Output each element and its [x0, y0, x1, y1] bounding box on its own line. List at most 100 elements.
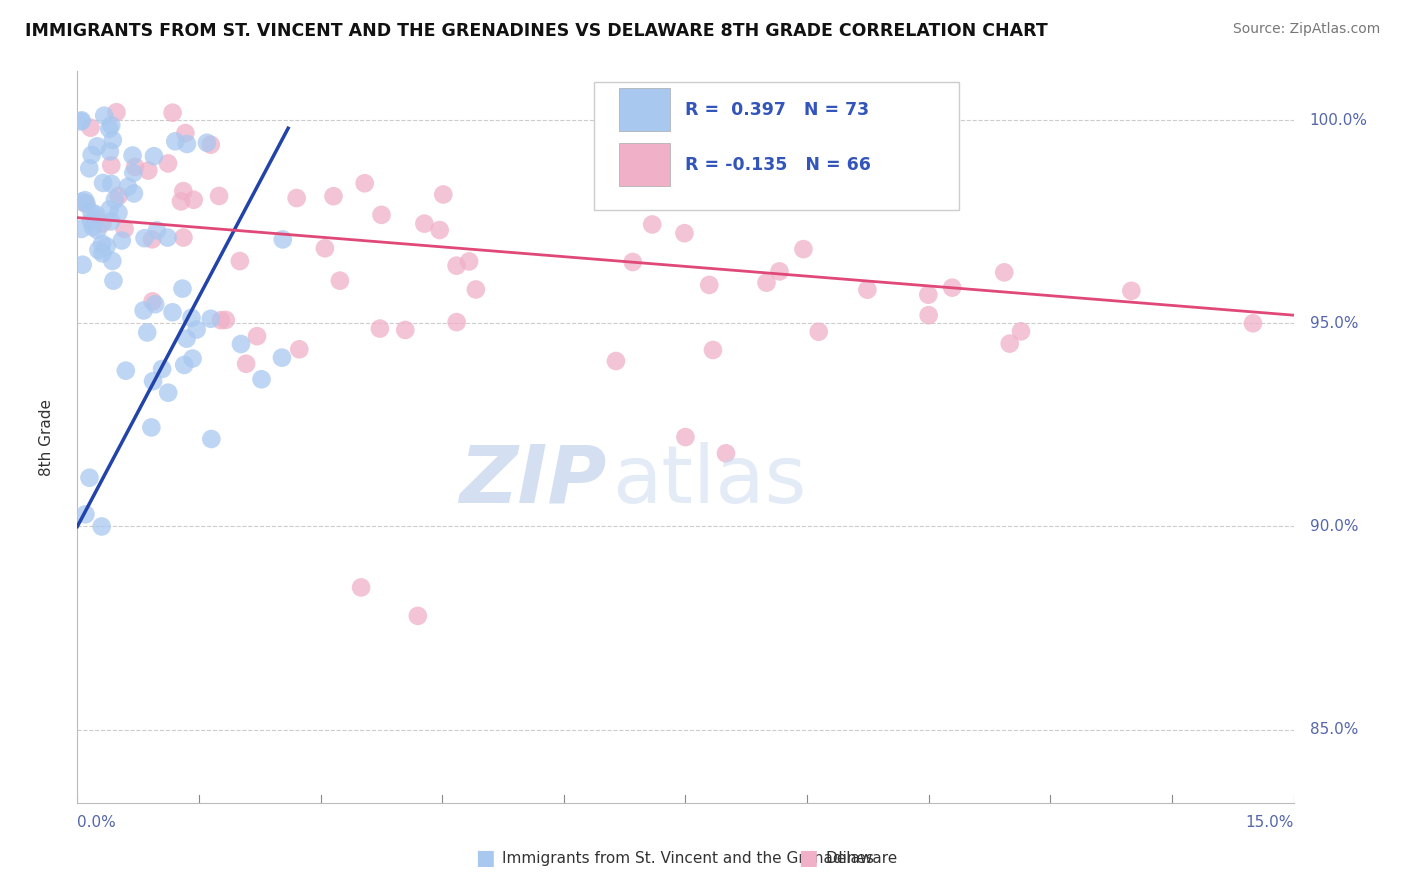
Point	[446, 259, 468, 273]
Point	[143, 297, 166, 311]
Point	[368, 321, 391, 335]
Point	[136, 326, 159, 340]
Point	[215, 313, 238, 327]
Point	[702, 343, 724, 357]
Point	[98, 145, 121, 159]
Point	[186, 322, 208, 336]
Point	[165, 134, 187, 148]
FancyBboxPatch shape	[619, 88, 669, 131]
Point	[75, 196, 97, 211]
Point	[117, 179, 139, 194]
Point	[208, 189, 231, 203]
Point	[229, 337, 252, 351]
Point	[124, 160, 146, 174]
Point	[122, 166, 145, 180]
Point	[122, 186, 145, 201]
Point	[941, 280, 963, 294]
Point	[91, 217, 114, 231]
Point	[195, 136, 218, 150]
FancyBboxPatch shape	[595, 82, 959, 211]
Point	[856, 283, 879, 297]
Point	[100, 118, 122, 132]
Point	[174, 126, 197, 140]
Point	[73, 193, 96, 207]
Point	[288, 343, 311, 357]
Text: 15.0%: 15.0%	[1246, 815, 1294, 830]
Point	[141, 420, 163, 434]
Point	[314, 241, 336, 255]
Text: 100.0%: 100.0%	[1310, 112, 1368, 128]
Point	[162, 105, 184, 120]
Point	[98, 121, 121, 136]
Point	[458, 254, 481, 268]
Point	[200, 137, 222, 152]
Point	[621, 255, 644, 269]
Point	[93, 109, 115, 123]
Point	[173, 358, 195, 372]
Point	[107, 189, 129, 203]
Text: 0.0%: 0.0%	[77, 815, 117, 830]
Point	[70, 114, 93, 128]
Point	[406, 608, 429, 623]
Point	[322, 189, 344, 203]
Point	[150, 362, 173, 376]
Point	[1241, 316, 1264, 330]
Point	[134, 231, 156, 245]
Text: 95.0%: 95.0%	[1310, 316, 1358, 331]
Point	[176, 332, 198, 346]
Point	[162, 305, 184, 319]
Point	[98, 202, 121, 217]
Point	[172, 230, 194, 244]
Point	[146, 223, 169, 237]
Point	[100, 177, 122, 191]
Point	[641, 218, 664, 232]
Point	[114, 222, 136, 236]
Point	[250, 372, 273, 386]
Text: IMMIGRANTS FROM ST. VINCENT AND THE GRENADINES VS DELAWARE 8TH GRADE CORRELATION: IMMIGRANTS FROM ST. VINCENT AND THE GREN…	[25, 22, 1047, 40]
Point	[714, 446, 737, 460]
Point	[96, 239, 118, 253]
Text: 8th Grade: 8th Grade	[39, 399, 53, 475]
Text: Delaware: Delaware	[825, 851, 897, 865]
Point	[394, 323, 416, 337]
Point	[80, 148, 103, 162]
Point	[464, 283, 486, 297]
Point	[70, 113, 93, 128]
Point	[103, 274, 125, 288]
Point	[1121, 284, 1143, 298]
FancyBboxPatch shape	[619, 143, 669, 186]
Point	[1010, 324, 1032, 338]
Point	[91, 176, 114, 190]
Point	[180, 310, 202, 325]
Point	[176, 136, 198, 151]
Point	[209, 313, 232, 327]
Point	[79, 471, 101, 485]
Point	[697, 277, 720, 292]
Point	[105, 105, 128, 120]
Point	[432, 187, 454, 202]
Point	[675, 430, 697, 444]
Point	[142, 374, 165, 388]
Point	[101, 133, 124, 147]
Point	[82, 220, 104, 235]
Point	[271, 351, 294, 365]
Point	[329, 274, 352, 288]
Point	[172, 184, 194, 198]
Point	[755, 276, 778, 290]
Point	[72, 258, 94, 272]
Point	[100, 158, 122, 172]
Point	[132, 303, 155, 318]
Text: 90.0%: 90.0%	[1310, 519, 1358, 534]
Point	[807, 325, 830, 339]
Text: R = -0.135   N = 66: R = -0.135 N = 66	[686, 155, 872, 174]
Point	[79, 120, 101, 135]
Point	[235, 357, 257, 371]
Text: R =  0.397   N = 73: R = 0.397 N = 73	[686, 101, 869, 119]
Text: Source: ZipAtlas.com: Source: ZipAtlas.com	[1233, 22, 1381, 37]
Point	[170, 194, 193, 209]
Point	[70, 222, 93, 236]
Point	[142, 294, 165, 309]
Point	[84, 207, 107, 221]
Point	[121, 148, 143, 162]
Point	[157, 156, 180, 170]
